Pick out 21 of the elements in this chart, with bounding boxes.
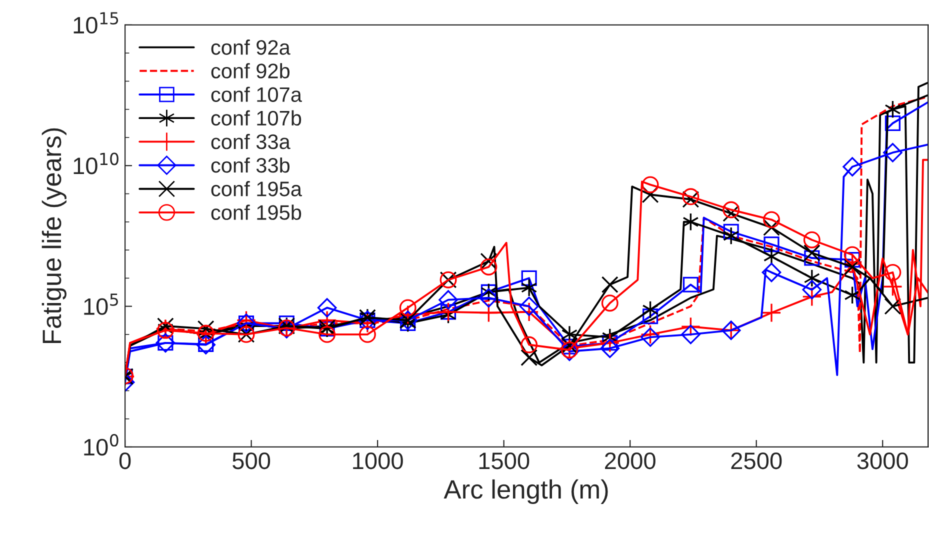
- y-tick-label: 10$^{15}$: [74, 12, 118, 34]
- y-tick-label: 10$^{5}$: [84, 294, 118, 315]
- x-tick-label: 1500: [479, 452, 530, 470]
- legend-label: conf 195a: [211, 181, 302, 196]
- x-tick-label: 0: [119, 452, 131, 470]
- x-axis-title: Arc length (m): [444, 479, 608, 504]
- x-tick-label: 3000: [857, 452, 908, 470]
- legend-label: conf 33a: [211, 134, 290, 150]
- y-tick-label: 10$^{10}$: [74, 152, 118, 174]
- legend-label: conf 92b: [211, 63, 290, 78]
- x-tick-label: 500: [232, 452, 270, 470]
- legend-label: conf 195b: [211, 204, 302, 220]
- x-tick-label: 2500: [731, 452, 782, 470]
- legend-label: conf 107b: [211, 110, 302, 126]
- x-tick-label: 1000: [353, 452, 403, 470]
- legend-label: conf 33b: [211, 157, 290, 173]
- x-tick-label: 2000: [605, 452, 656, 470]
- y-tick-label: 10$^{0}$: [84, 434, 118, 456]
- legend-label: conf 107a: [211, 86, 302, 102]
- legend-label: conf 92a: [211, 40, 290, 55]
- y-axis-title: Fatigue life (years): [42, 128, 66, 344]
